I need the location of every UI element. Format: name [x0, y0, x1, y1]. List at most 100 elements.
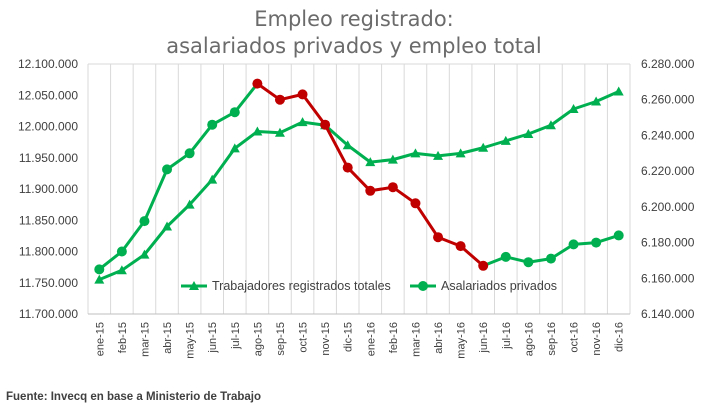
data-point [433, 150, 444, 160]
data-point [116, 265, 127, 275]
x-tick-label: dic-16 [614, 322, 626, 352]
data-point [455, 148, 466, 158]
y-left-tick-label: 11.850.000 [19, 213, 78, 227]
x-tick-label: feb-16 [388, 322, 400, 353]
y-right-tick-label: 6.140.000 [641, 307, 695, 321]
y-right-tick-label: 6.240.000 [641, 128, 695, 142]
data-point [410, 198, 421, 209]
series-line-segment [188, 178, 214, 207]
chart-title-line-1: Empleo registrado: [254, 7, 454, 31]
y-left-tick-label: 12.100.000 [18, 57, 78, 71]
x-tick-label: jun-16 [478, 322, 490, 354]
chart-title-line-2: asalariados privados y empleo total [166, 34, 542, 58]
data-point [478, 142, 489, 152]
series-line-segment [526, 123, 553, 136]
y-right-tick-label: 6.260.000 [641, 93, 695, 107]
series-line-segment [368, 158, 395, 164]
data-point [591, 237, 602, 248]
data-point [229, 143, 240, 153]
x-tick-label: jun-15 [207, 322, 219, 354]
data-point [139, 249, 150, 259]
series-line-segment [278, 120, 305, 135]
data-point [94, 264, 105, 275]
y-right-tick-label: 6.180.000 [641, 236, 695, 250]
x-tick-label: abr-15 [162, 322, 174, 354]
data-point [568, 104, 579, 113]
y-left-tick-label: 11.900.000 [19, 182, 78, 196]
x-tick-label: may-15 [185, 322, 197, 359]
data-point [433, 232, 444, 243]
data-point [342, 140, 353, 150]
right-y-axis: 6.140.000 6.160.000 6.180.000 6.200.000 6.22… [641, 57, 695, 321]
series-line-segment [142, 225, 169, 257]
series-line-segment [572, 100, 598, 111]
series-line-segment [301, 92, 327, 127]
x-tick-label: nov-15 [320, 322, 332, 356]
series-line-segment [120, 219, 146, 253]
x-tick-label: jul-16 [501, 322, 513, 350]
series-layer [94, 78, 624, 284]
x-tick-label: oct-15 [298, 322, 310, 353]
vertical-gridlines [87, 63, 631, 315]
data-point [162, 164, 173, 175]
x-tick-label: ene-15 [94, 322, 106, 356]
data-point [500, 135, 511, 145]
data-point [365, 157, 376, 167]
x-tick-label: ago-15 [252, 322, 264, 356]
series-line-segment [459, 146, 485, 155]
data-point [94, 274, 105, 284]
data-point [591, 96, 602, 106]
x-tick-label: ago-16 [523, 322, 535, 356]
series-line-segment [188, 123, 214, 155]
series-line-segment [481, 139, 508, 150]
series-line-segment [391, 151, 417, 162]
data-point [365, 185, 376, 196]
x-tick-label: abr-16 [433, 322, 445, 354]
series-line-segment [504, 132, 530, 143]
data-point [207, 119, 218, 130]
legend: Trabajadores registrados totales Asalaria… [181, 279, 557, 293]
data-point [342, 162, 353, 173]
y-right-tick-label: 6.160.000 [641, 271, 695, 285]
data-point [523, 129, 534, 138]
y-left-tick-label: 11.750.000 [19, 276, 78, 290]
data-point [478, 260, 489, 271]
data-point [116, 246, 127, 257]
legend-marker [418, 281, 428, 291]
legend-label: Asalariados privados [441, 279, 557, 293]
data-point [500, 251, 511, 262]
data-point [139, 216, 150, 227]
series-line-segment [594, 90, 621, 103]
x-tick-label: jul-15 [230, 322, 242, 350]
data-point [613, 86, 624, 96]
y-left-tick-label: 11.950.000 [19, 151, 78, 165]
data-point [162, 221, 173, 231]
series-line-segment [233, 82, 259, 114]
x-tick-label: ene-16 [365, 322, 377, 356]
x-tick-label: sep-15 [275, 322, 287, 356]
series-line-segment [97, 268, 124, 282]
data-point [523, 257, 534, 268]
y-right-tick-label: 6.220.000 [641, 164, 695, 178]
x-tick-label: mar-15 [139, 322, 151, 357]
series-line-segment [346, 166, 372, 193]
series-2 [94, 78, 624, 275]
data-point [568, 239, 579, 250]
data-point [387, 154, 398, 164]
data-point [545, 253, 556, 264]
series-line-segment [413, 201, 440, 239]
data-point [184, 148, 195, 159]
x-tick-label: dic-15 [343, 322, 355, 352]
series-line-segment [436, 151, 463, 158]
x-tick-label: feb-15 [117, 322, 129, 353]
data-point [387, 182, 398, 193]
data-point [184, 199, 195, 209]
data-point [455, 241, 466, 252]
data-point [297, 89, 308, 100]
legend-label: Trabajadores registrados totales [212, 279, 391, 293]
x-axis: ene-15 feb-15 mar-15 abr-15 may-15 jun-15 jul-… [94, 322, 625, 359]
data-point [320, 119, 331, 130]
y-right-tick-label: 6.200.000 [641, 200, 695, 214]
data-point [274, 127, 285, 137]
